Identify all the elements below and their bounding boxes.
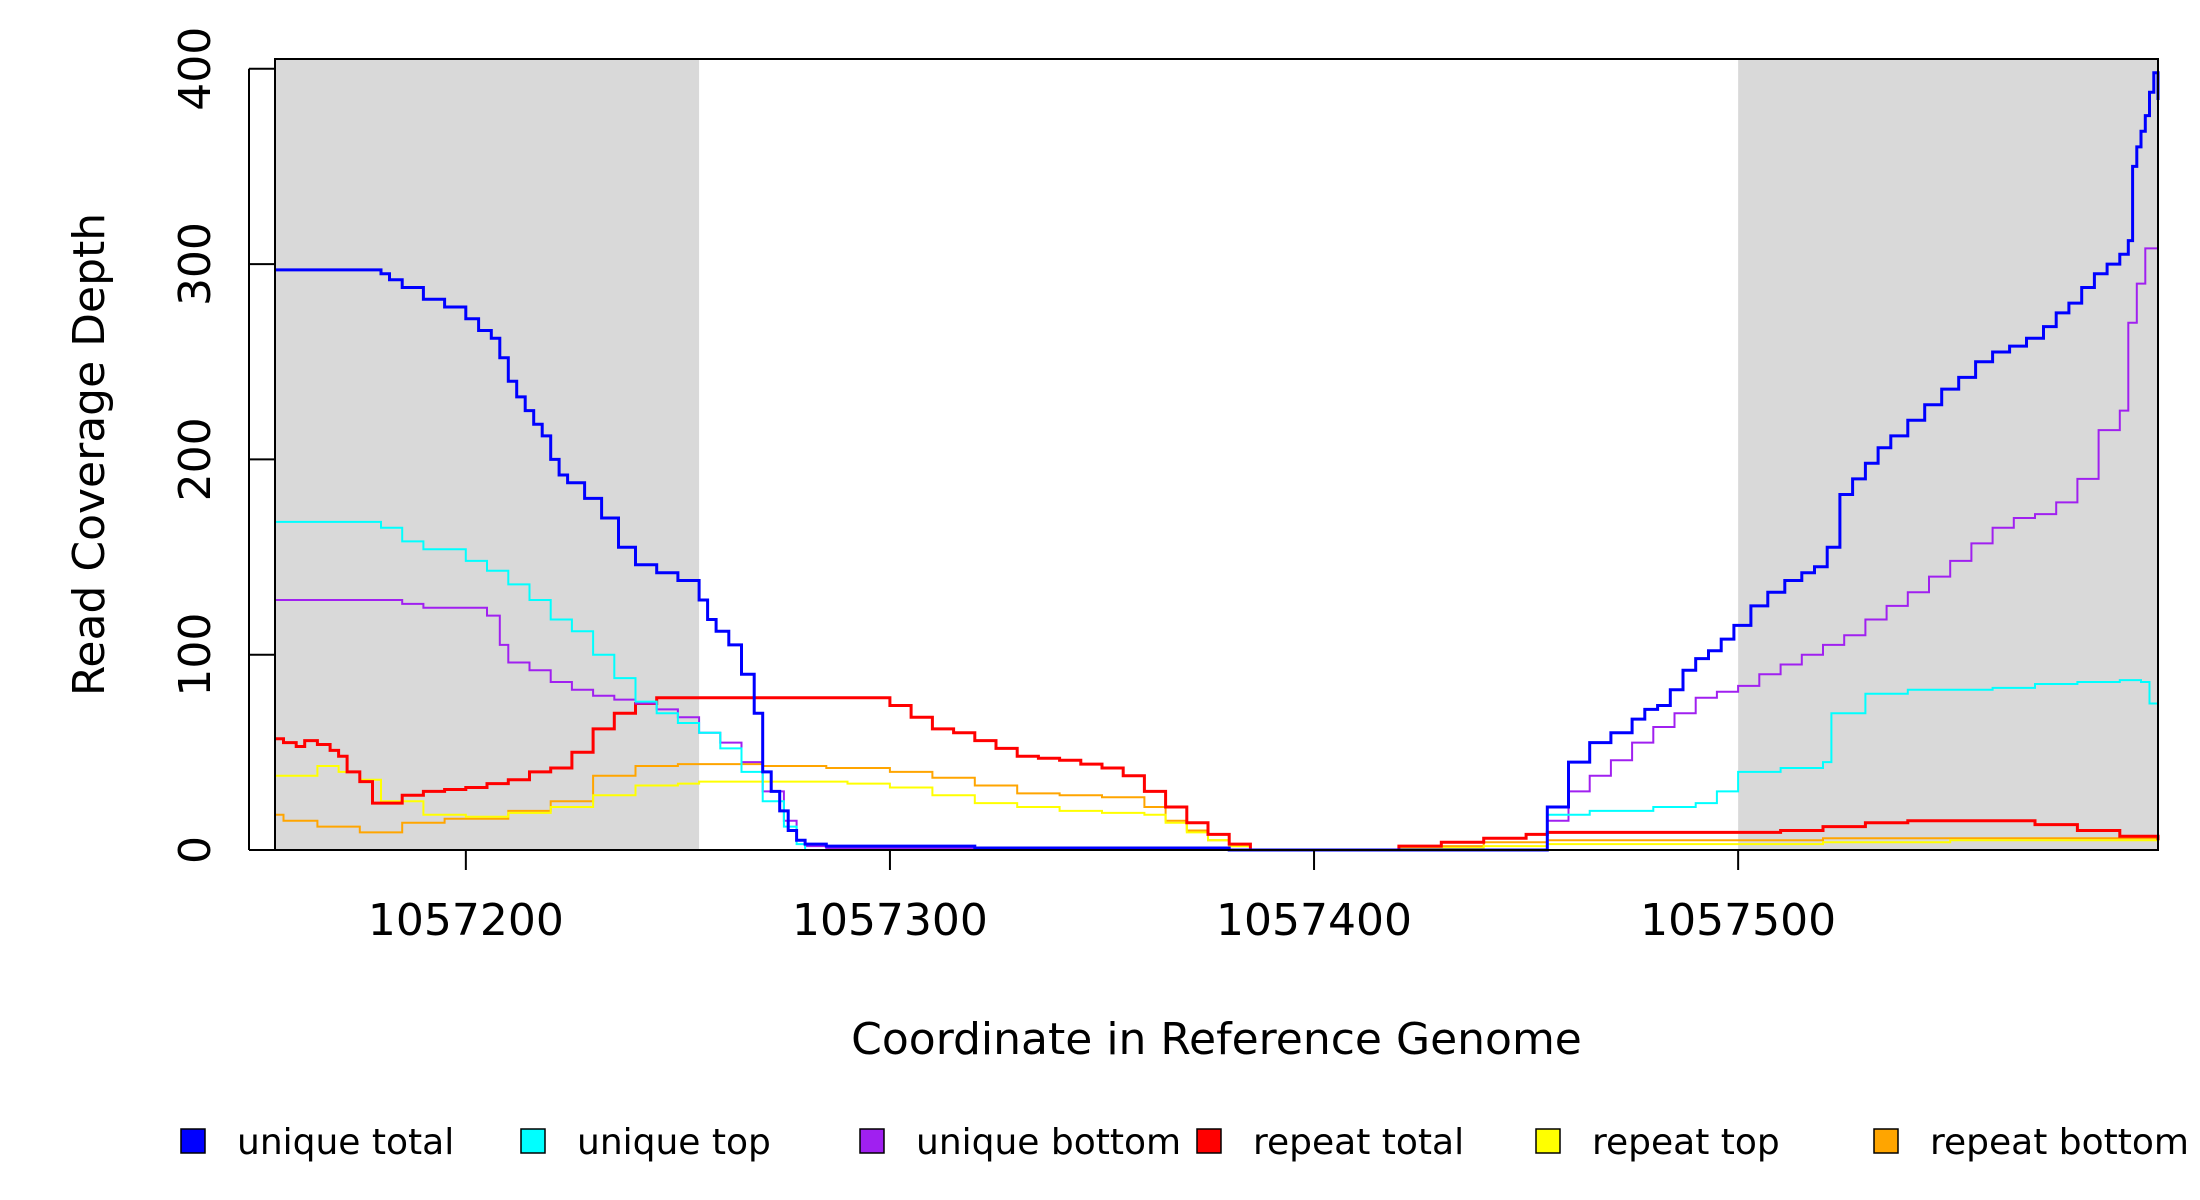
legend-label: repeat top: [1592, 1122, 1780, 1163]
legend-label: repeat total: [1253, 1122, 1464, 1163]
shaded-region-1: [1738, 59, 2158, 850]
y-tick-label: 200: [170, 417, 221, 501]
legend-swatch: [1196, 1128, 1222, 1154]
legend-swatch: [1535, 1128, 1561, 1154]
y-axis-title: Read Coverage Depth: [64, 213, 115, 696]
legend-swatch: [180, 1128, 206, 1154]
series-repeat-bottom: [275, 763, 2159, 851]
x-tick-label: 1057400: [1216, 895, 1412, 946]
shaded-regions: [275, 59, 2158, 850]
series-repeat-top: [275, 765, 2159, 851]
legend-swatch: [859, 1128, 885, 1154]
series-unique-bottom: [275, 240, 2159, 851]
legend-label: unique top: [577, 1122, 771, 1163]
legend-label: unique bottom: [916, 1122, 1181, 1163]
legend-swatch: [1873, 1128, 1899, 1154]
x-tick-label: 1057500: [1640, 895, 1836, 946]
x-tick-label: 1057300: [792, 895, 988, 946]
y-tick-label: 400: [170, 27, 221, 111]
y-axis: 0 100 200 300 400: [170, 27, 275, 864]
legend-swatch: [520, 1128, 546, 1154]
legend-label: repeat bottom: [1930, 1122, 2189, 1163]
legend: unique total unique top unique bottom repea…: [180, 1122, 2189, 1163]
x-axis-title: Coordinate in Reference Genome: [851, 1014, 1582, 1065]
y-tick-label: 100: [170, 613, 221, 697]
series-unique-total: [275, 71, 2160, 852]
y-tick-label: 300: [170, 222, 221, 306]
shaded-region-0: [275, 59, 700, 850]
plot-frame: [274, 58, 2159, 851]
x-tick-label: 1057200: [368, 895, 564, 946]
legend-label: unique total: [237, 1122, 454, 1163]
y-tick-label: 0: [170, 836, 221, 864]
x-axis: 1057200 1057300 1057400 1057500: [368, 850, 1836, 946]
series-repeat-total: [275, 696, 2160, 852]
